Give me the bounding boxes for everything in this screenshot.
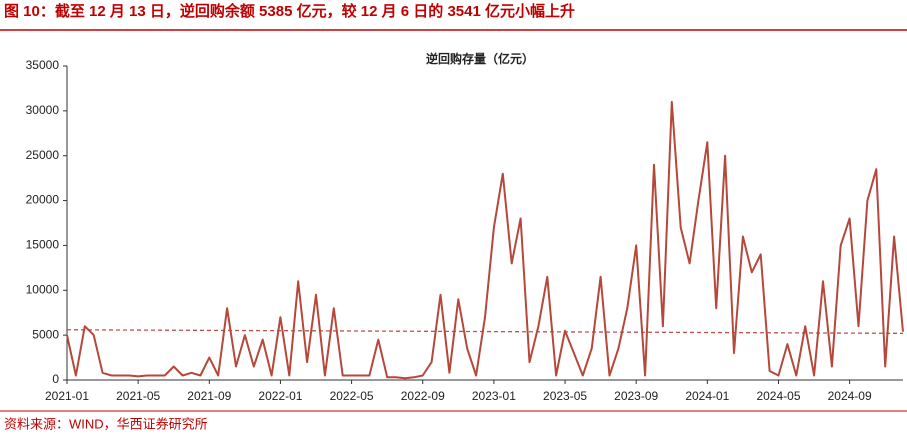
x-tick-label: 2024-05 — [756, 389, 800, 403]
y-tick-label: 10000 — [26, 282, 60, 296]
legend-label: 逆回购存量（亿元） — [426, 51, 534, 66]
y-tick-label: 20000 — [26, 193, 60, 207]
x-tick-label: 2021-01 — [45, 389, 89, 403]
y-tick-label: 25000 — [26, 148, 60, 162]
x-tick-label: 2023-01 — [472, 389, 516, 403]
y-tick-label: 5000 — [32, 327, 59, 341]
y-tick-label: 30000 — [26, 103, 60, 117]
x-tick-label: 2022-05 — [330, 389, 374, 403]
x-tick-label: 2022-09 — [401, 389, 445, 403]
x-tick-label: 2021-09 — [187, 389, 231, 403]
source-note: 资料来源：WIND，华西证券研究所 — [4, 416, 208, 431]
data-line — [66, 100, 904, 380]
x-tick-label: 2024-09 — [828, 389, 872, 403]
y-tick-label: 15000 — [26, 238, 60, 252]
x-tick-label: 2023-05 — [543, 389, 587, 403]
chart-title: 图 10：截至 12 月 13 日，逆回购余额 5385 亿元，较 12 月 6… — [4, 2, 575, 20]
y-tick-label: 35000 — [26, 58, 60, 72]
x-tick-label: 2024-01 — [685, 389, 729, 403]
y-tick-label: 0 — [52, 372, 59, 386]
x-tick-label: 2022-01 — [258, 389, 302, 403]
x-tick-label: 2021-05 — [116, 389, 160, 403]
x-tick-label: 2023-09 — [614, 389, 658, 403]
trend-line — [66, 329, 904, 334]
